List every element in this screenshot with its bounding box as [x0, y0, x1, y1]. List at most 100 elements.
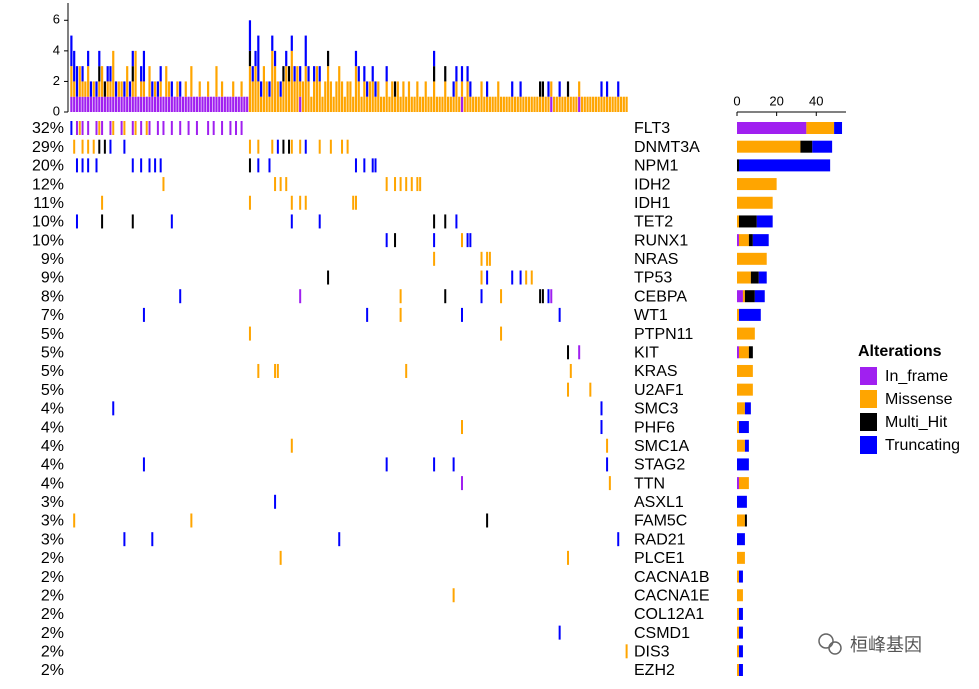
mutation-tick [179, 289, 182, 304]
mutation-tick [452, 588, 455, 603]
sample-bar [360, 96, 363, 112]
gene-label: SMC3 [634, 401, 679, 418]
sample-bar [299, 81, 302, 97]
count-bar [738, 215, 757, 228]
sample-bar [73, 81, 76, 97]
sample-bar [167, 81, 171, 97]
sample-bar [541, 81, 544, 97]
mutation-tick [109, 121, 112, 135]
sample-bar [430, 96, 433, 112]
gene-label: KRAS [634, 363, 678, 380]
sample-bar [120, 81, 123, 97]
percent-label: 2% [41, 662, 64, 679]
sample-bar [87, 66, 90, 97]
sample-bar [201, 96, 204, 112]
count-bar [737, 346, 739, 359]
sample-bar [385, 66, 388, 82]
sample-bar [486, 81, 489, 97]
sample-bar [237, 96, 240, 112]
sample-bar [75, 96, 79, 112]
sample-bar [140, 96, 143, 112]
percent-label: 32% [32, 120, 64, 137]
mutation-tick [385, 457, 388, 472]
sample-bar [293, 81, 296, 112]
sample-bar [354, 50, 358, 67]
mutation-tick [600, 420, 603, 435]
mutation-tick [248, 195, 251, 210]
sample-bar [583, 96, 586, 112]
mutation-tick [81, 158, 84, 173]
mutation-tick [151, 532, 154, 547]
sample-bar [502, 96, 505, 112]
gene-label: TET2 [634, 214, 673, 231]
percent-label: 5% [41, 326, 64, 343]
sample-bar [614, 96, 617, 112]
sample-bar [290, 50, 293, 112]
sample-bar [533, 96, 536, 112]
sample-bar [385, 81, 388, 112]
mutation-tick [460, 233, 463, 248]
count-bar [737, 402, 745, 415]
sample-bar [338, 66, 341, 112]
sample-bar [597, 96, 600, 112]
sample-bar [120, 96, 123, 112]
mutation-tick [608, 476, 611, 491]
sample-bar [148, 66, 151, 97]
sample-bar [547, 81, 550, 97]
mutation-tick [235, 121, 238, 135]
sample-bar [151, 81, 154, 97]
count-bar [744, 402, 751, 415]
sample-bar [98, 81, 101, 97]
mutation-tick [276, 363, 279, 378]
sample-bar [103, 81, 106, 97]
sample-bar [424, 81, 427, 112]
sample-bar [176, 81, 179, 97]
sample-bar [340, 81, 344, 112]
mutation-tick [480, 289, 483, 304]
sample-bar [123, 96, 126, 112]
gene-label: CEBPA [634, 288, 687, 305]
count-bar [806, 122, 835, 134]
sample-bar [173, 96, 176, 112]
sample-bar [106, 66, 109, 82]
sample-bar [187, 96, 190, 112]
mutation-tick [276, 139, 279, 154]
sample-bar [301, 81, 305, 112]
mutation-tick [558, 307, 561, 322]
percent-label: 4% [41, 438, 64, 455]
sample-bar [578, 96, 581, 112]
sample-bar [544, 96, 547, 112]
mutation-tick [444, 214, 447, 229]
mutation-tick [405, 177, 408, 192]
sample-bar [332, 96, 335, 112]
sample-bar [433, 81, 436, 112]
sample-bar [75, 66, 79, 97]
count-bar [737, 458, 749, 471]
sample-bar [184, 96, 187, 112]
sample-bar [140, 81, 143, 97]
sample-bar [179, 81, 182, 97]
gene-label: U2AF1 [634, 382, 684, 399]
percent-label: 2% [41, 625, 64, 642]
mutation-tick [385, 177, 388, 192]
gene-label: CSMD1 [634, 625, 690, 642]
sample-bar [279, 81, 282, 97]
sample-bar [304, 66, 307, 112]
sample-bar [251, 81, 254, 112]
count-bar [738, 346, 749, 359]
sample-bar [98, 50, 101, 67]
mutation-tick [399, 177, 402, 192]
sample-bar [499, 96, 503, 112]
x-tick-label: 0 [733, 93, 740, 108]
sample-bar [106, 96, 109, 112]
sample-bar [106, 81, 109, 97]
sample-bar [268, 96, 271, 112]
mutation-tick [299, 289, 302, 304]
gene-label: FLT3 [634, 120, 670, 137]
gene-label: RAD21 [634, 531, 686, 548]
mutation-tick [550, 289, 553, 304]
mutation-tick [257, 158, 260, 173]
mutation-tick [187, 121, 190, 135]
percent-label: 11% [33, 195, 64, 212]
sample-bar [128, 96, 132, 112]
